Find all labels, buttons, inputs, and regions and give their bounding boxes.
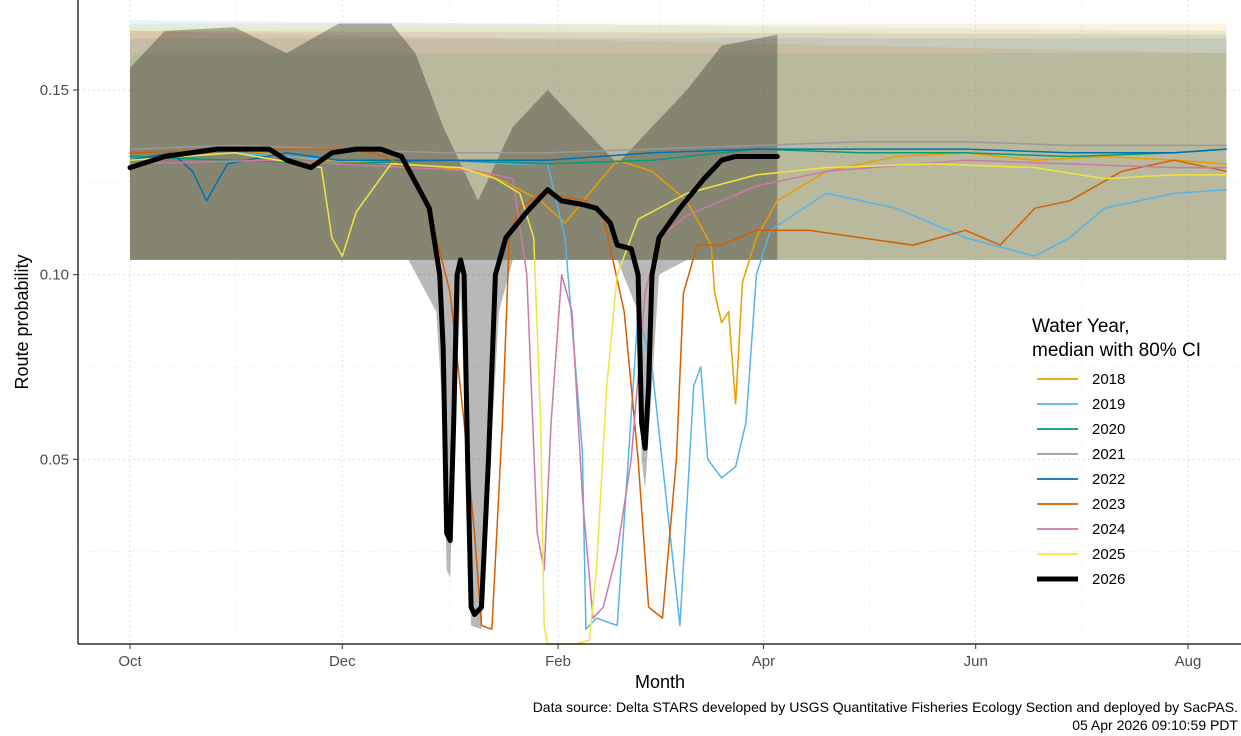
legend-label-2020: 2020: [1092, 421, 1125, 438]
legend: Water Year, median with 80% CI 201820192…: [1032, 316, 1201, 588]
x-axis-title: Month: [635, 672, 685, 692]
timestamp-caption: 05 Apr 2026 09:10:59 PDT: [1072, 717, 1238, 733]
y-ticks: 0.05 0.10 0.15: [40, 82, 78, 468]
y-axis-title: Route probability: [12, 254, 32, 389]
series-line-2018: [129, 148, 1228, 405]
series-line-2026: [127, 146, 780, 617]
legend-label-2025: 2025: [1092, 546, 1125, 563]
x-tick-label-1: Dec: [329, 653, 356, 670]
ci-band-2023: [130, 30, 1227, 260]
series-line-2023: [129, 148, 1228, 630]
ci-band-2024: [130, 30, 1227, 260]
legend-label-2021: 2021: [1092, 446, 1125, 463]
series-line-2024: [129, 159, 1228, 619]
x-tick-label-4: Jun: [964, 653, 988, 670]
legend-label-2024: 2024: [1092, 521, 1125, 538]
legend-title-line2: median with 80% CI: [1032, 340, 1201, 361]
y-tick-label-2: 0.15: [40, 82, 69, 99]
legend-items: 2018 2019 2020 2021 2022 2023 2024 2025 2026: [1037, 371, 1125, 588]
ci-band-2018: [130, 23, 1227, 260]
x-tick-label-3: Apr: [752, 653, 775, 670]
legend-label-2026: 2026: [1092, 571, 1125, 588]
series-lines: [127, 140, 1228, 645]
series-line-2022: [129, 148, 1228, 202]
legend-title-line1: Water Year,: [1032, 316, 1130, 337]
y-tick-label-1: 0.10: [40, 267, 69, 284]
ci-band-2019: [130, 19, 1227, 260]
ci-band-2021: [130, 30, 1227, 260]
data-source-caption: Data source: Delta STARS developed by US…: [533, 699, 1238, 715]
ci-band-2025: [130, 27, 1227, 260]
y-tick-label-0: 0.05: [40, 451, 69, 468]
grid: [78, 0, 1241, 644]
legend-label-2022: 2022: [1092, 471, 1125, 488]
legend-label-2018: 2018: [1092, 371, 1125, 388]
legend-label-2019: 2019: [1092, 396, 1125, 413]
x-ticks: Oct Dec Feb Apr Jun Aug: [118, 644, 1201, 670]
ci-band-2020: [130, 53, 1227, 260]
x-tick-label-2: Feb: [545, 653, 571, 670]
x-tick-label-5: Aug: [1175, 653, 1202, 670]
x-tick-label-0: Oct: [118, 653, 142, 670]
ci-band-2022: [130, 38, 1227, 260]
legend-label-2023: 2023: [1092, 496, 1125, 513]
